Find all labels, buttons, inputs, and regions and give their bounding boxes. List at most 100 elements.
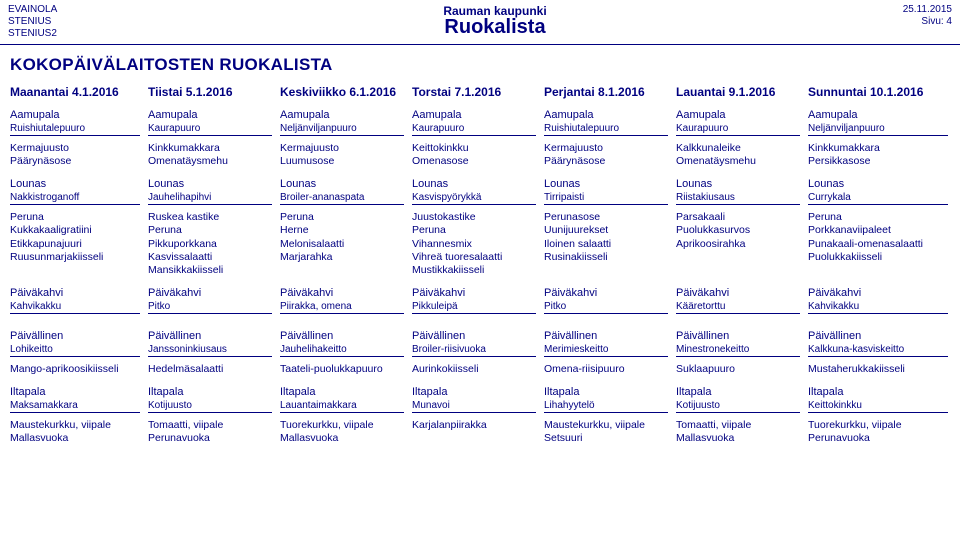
menu-item: Minestronekeitto xyxy=(676,344,800,357)
section-label: Aamupala xyxy=(544,109,668,121)
day-column: MunavoiKarjalanpiirakka xyxy=(412,400,536,445)
header-user-line: STENIUS xyxy=(8,16,158,28)
menu-item: Kinkkumakkara xyxy=(148,142,272,155)
menu-item: Kukkakaaligratiini xyxy=(10,224,140,237)
menu-item: Kermajuusto xyxy=(10,142,140,155)
section-label: Iltapala xyxy=(412,386,536,398)
menu-item: Setsuuri xyxy=(544,432,668,445)
section-items-row: KahvikakkuPitkoPiirakka, omenaPikkuleipä… xyxy=(10,301,950,320)
menu-item-list: Tuorekurkku, viipalePerunavuoka xyxy=(808,419,948,445)
menu-item: Peruna xyxy=(808,211,948,224)
day-column: JauhelihakeittoTaateli-puolukkapuuro xyxy=(280,344,404,376)
section-label: Päivällinen xyxy=(544,330,668,342)
menu-item: Peruna xyxy=(412,224,536,237)
menu-item-list: PerunaPorkkanaviipaleetPunakaali-omenasa… xyxy=(808,211,948,264)
day-column: KaurapuuroKeittokinkkuOmenasose xyxy=(412,123,536,168)
menu-item-list: Suklaapuuro xyxy=(676,363,800,376)
menu-item: Broiler-ananaspata xyxy=(280,192,404,205)
menu-item: Mustaherukkakiisseli xyxy=(808,363,948,376)
day-header: Maanantai 4.1.2016 xyxy=(10,85,140,99)
day-column: KotijuustoTomaatti, viipaleMallasvuoka xyxy=(676,400,800,445)
header-center-block: Rauman kaupunki Ruokalista xyxy=(158,4,832,39)
section-label: Iltapala xyxy=(544,386,668,398)
day-column: Pitko xyxy=(148,301,272,320)
menu-item-list: KalkkunaleikeOmenatäysmehu xyxy=(676,142,800,168)
header-user-line: EVAINOLA xyxy=(8,4,158,16)
section-label-row: AamupalaAamupalaAamupalaAamupalaAamupala… xyxy=(10,109,950,121)
menu-item: Kermajuusto xyxy=(544,142,668,155)
menu-item: Kermajuusto xyxy=(280,142,404,155)
day-header: Lauantai 9.1.2016 xyxy=(676,85,800,99)
section-label-row: PäiväkahviPäiväkahviPäiväkahviPäiväkahvi… xyxy=(10,287,950,299)
day-column: Neljänviljanpuuro KinkkumakkaraPersikkaso… xyxy=(808,123,948,168)
report-header: EVAINOLA STENIUS STENIUS2 Rauman kaupunk… xyxy=(0,0,960,42)
day-column: Kaurapuuro KinkkumakkaraOmenatäysmehu xyxy=(148,123,272,168)
day-column: MerimieskeittoOmena-riisipuuro xyxy=(544,344,668,376)
menu-item: Jauhelihakeitto xyxy=(280,344,404,357)
menu-item: Keittokinkku xyxy=(808,400,948,413)
menu-item: Suklaapuuro xyxy=(676,363,800,376)
section-label: Päiväkahvi xyxy=(412,287,536,299)
menu-item-list: Aurinkokiisseli xyxy=(412,363,536,376)
menu-item: Kahvikakku xyxy=(10,301,140,314)
menu-item: Kaurapuuro xyxy=(148,123,272,136)
menu-item: Mustikkakiisseli xyxy=(412,264,536,277)
day-header: Sunnuntai 10.1.2016 xyxy=(808,85,948,99)
menu-item: Keittokinkku xyxy=(412,142,536,155)
menu-item: Kasvispyörykkä xyxy=(412,192,536,205)
section-label: Päivällinen xyxy=(280,330,404,342)
section-label: Aamupala xyxy=(412,109,536,121)
menu-item: Melonisalaatti xyxy=(280,238,404,251)
section-label-row: PäivällinenPäivällinenPäivällinenPäiväll… xyxy=(10,330,950,342)
menu-item: Perunavuoka xyxy=(148,432,272,445)
day-column: MaksamakkaraMaustekurkku, viipaleMallasv… xyxy=(10,400,140,445)
menu-item: Ruishiutalepuuro xyxy=(10,123,140,136)
menu-item: Tuorekurkku, viipale xyxy=(280,419,404,432)
section-label: Iltapala xyxy=(808,386,948,398)
page-title: KOKOPÄIVÄLAITOSTEN RUOKALISTA xyxy=(10,55,960,75)
menu-item: Juustokastike xyxy=(412,211,536,224)
section-label: Iltapala xyxy=(676,386,800,398)
menu-item: Karjalanpiirakka xyxy=(412,419,536,432)
menu-item-list: PerunaKukkakaaligratiiniEtikkapunajuuriR… xyxy=(10,211,140,264)
menu-item-list: KinkkumakkaraPersikkasose xyxy=(808,142,948,168)
section-items-row: NakkistroganoffPerunaKukkakaaligratiiniE… xyxy=(10,192,950,277)
day-column: Kääretorttu xyxy=(676,301,800,320)
menu-item: Neljänviljanpuuro xyxy=(808,123,948,136)
day-column: Minestronekeitto Suklaapuuro xyxy=(676,344,800,376)
menu-item: Kahvikakku xyxy=(808,301,948,314)
day-column: RuishiutalepuuroKermajuustoPäärynäsose xyxy=(544,123,668,168)
day-column: Broiler-riisivuokaAurinkokiisseli xyxy=(412,344,536,376)
day-header-row: Maanantai 4.1.2016 Tiistai 5.1.2016 Keskiv… xyxy=(10,85,950,99)
section-label: Päiväkahvi xyxy=(544,287,668,299)
day-header: Torstai 7.1.2016 xyxy=(412,85,536,99)
menu-item: Hedelmäsalaatti xyxy=(148,363,272,376)
menu-item-list: Maustekurkku, viipaleMallasvuoka xyxy=(10,419,140,445)
day-header: Tiistai 5.1.2016 xyxy=(148,85,272,99)
menu-item: Peruna xyxy=(280,211,404,224)
menu-item-list: KinkkumakkaraOmenatäysmehu xyxy=(148,142,272,168)
day-column: Kahvikakku xyxy=(10,301,140,320)
menu-item: Parsakaali xyxy=(676,211,800,224)
menu-item: Kinkkumakkara xyxy=(808,142,948,155)
menu-item-list: Hedelmäsalaatti xyxy=(148,363,272,376)
day-column: Kalkkuna-kasviskeittoMustaherukkakiissel… xyxy=(808,344,948,376)
menu-item: Mallasvuoka xyxy=(10,432,140,445)
day-column: Pitko xyxy=(544,301,668,320)
section-label: Aamupala xyxy=(280,109,404,121)
menu-item: Pikkuleipä xyxy=(412,301,536,314)
menu-item: Riistakiusaus xyxy=(676,192,800,205)
section-label: Päivällinen xyxy=(676,330,800,342)
section-label: Lounas xyxy=(412,178,536,190)
day-column: TirripaistiPerunasoseUunijuureksetIloine… xyxy=(544,192,668,277)
section-label: Iltapala xyxy=(10,386,140,398)
header-divider xyxy=(0,44,960,45)
document-title: Ruokalista xyxy=(158,16,832,39)
day-column: KotijuustoTomaatti, viipalePerunavuoka xyxy=(148,400,272,445)
menu-item-list: ParsakaaliPuolukkasurvosAprikoosirahka xyxy=(676,211,800,250)
section-label: Päiväkahvi xyxy=(280,287,404,299)
day-column: LihahyytelöMaustekurkku, viipaleSetsuuri xyxy=(544,400,668,445)
day-header: Keskiviikko 6.1.2016 xyxy=(280,85,404,99)
menu-item: Lihahyytelö xyxy=(544,400,668,413)
header-right-block: 25.11.2015 Sivu: 4 xyxy=(832,4,952,28)
